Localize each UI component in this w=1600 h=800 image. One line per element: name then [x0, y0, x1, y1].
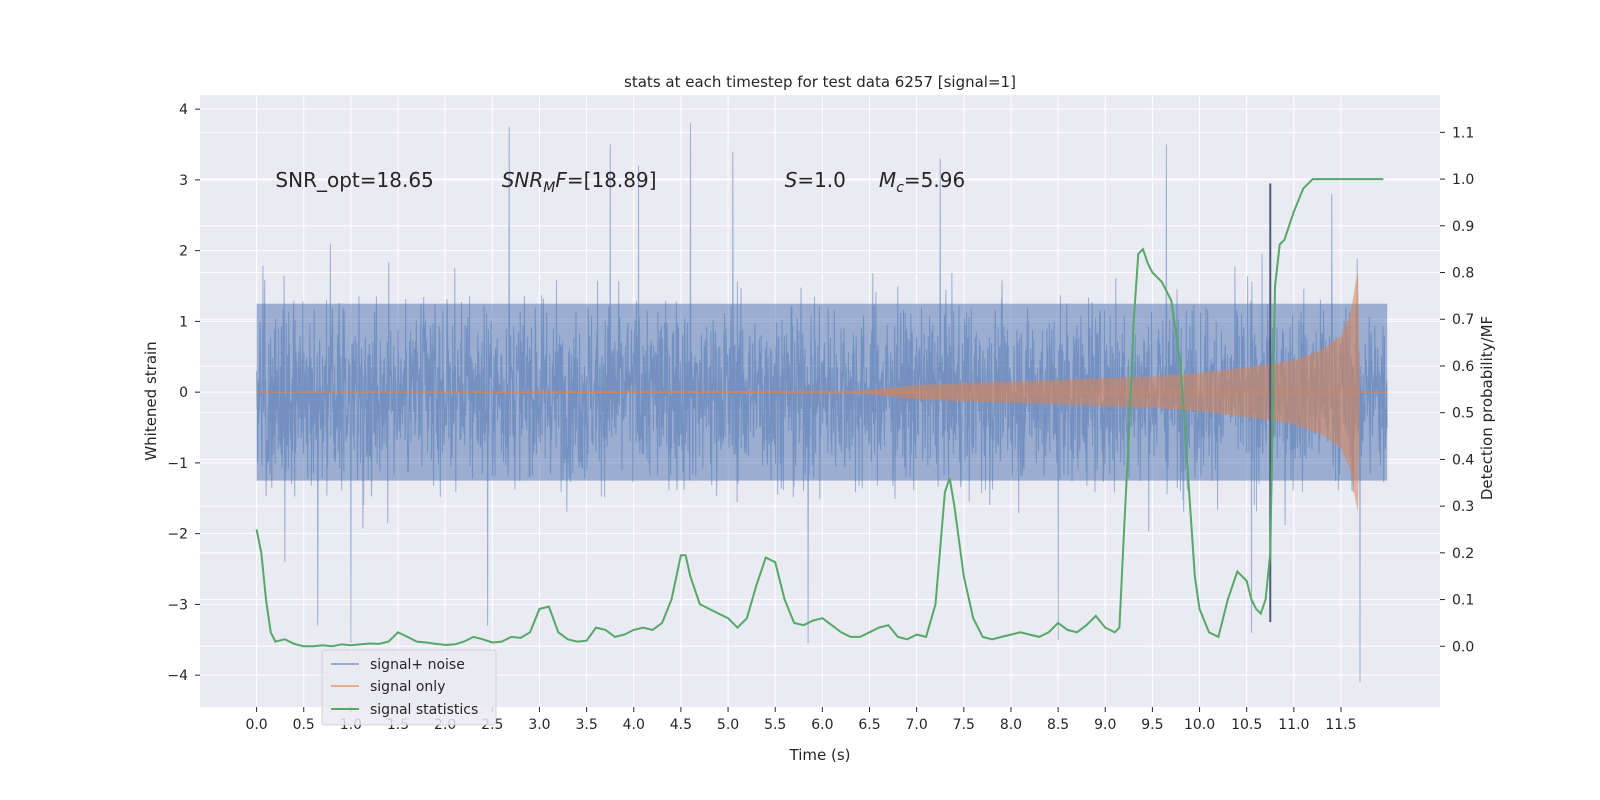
- x-axis-label: Time (s): [789, 746, 851, 764]
- legend: signal+ noise signal only signal statist…: [321, 649, 497, 726]
- y2-tick-label-11: 1.1: [1452, 125, 1474, 141]
- annotations: SNR_opt=18.65 SNRMF=[18.89] S=1.0 Mc=5.96: [275, 168, 965, 196]
- y-tick-label-1: −3: [167, 597, 188, 613]
- x-tick-label-15: 7.5: [953, 717, 975, 733]
- signal-statistics-line: [255, 178, 1384, 648]
- y2-tick-label-0: 0.0: [1452, 639, 1474, 655]
- y-tick-label-8: 4: [179, 102, 188, 118]
- signal-statistics-series: [255, 178, 1384, 648]
- y2-tick-label-5: 0.5: [1452, 406, 1474, 422]
- y-tick-label-0: −4: [167, 668, 188, 684]
- y-tick-label-2: −2: [167, 527, 188, 543]
- legend-label-noise: signal+ noise: [370, 657, 465, 673]
- x-tick-label-12: 6.0: [811, 717, 833, 733]
- x-tick-label-0: 0.0: [245, 717, 267, 733]
- legend-label-signal: signal only: [370, 679, 445, 695]
- legend-box: [321, 649, 497, 726]
- annotation-1: SNRMF=[18.89]: [502, 168, 657, 196]
- annotation-0: SNR_opt=18.65: [275, 168, 433, 192]
- y-axis-label: Whitened strain: [142, 341, 160, 460]
- y-axis-ticks: −4 −3 −2 −1 0 1 2 3 4: [167, 102, 200, 684]
- y-tick-label-6: 2: [179, 244, 188, 260]
- x-tick-label-16: 8.0: [1000, 717, 1022, 733]
- x-tick-label-13: 6.5: [858, 717, 880, 733]
- x-tick-label-7: 3.5: [575, 717, 597, 733]
- right-y-axis-label: Detection probability/MF: [1478, 316, 1496, 500]
- x-tick-label-21: 10.5: [1231, 717, 1262, 733]
- legend-label-stats: signal statistics: [370, 702, 478, 718]
- y-tick-label-7: 3: [179, 173, 188, 189]
- y-tick-label-3: −1: [167, 456, 188, 472]
- y2-tick-label-9: 0.9: [1452, 219, 1474, 235]
- signal-only-series: [256, 271, 1388, 513]
- x-tick-label-23: 11.5: [1325, 717, 1356, 733]
- x-tick-label-11: 5.5: [764, 717, 786, 733]
- y-tick-label-4: 0: [179, 385, 188, 401]
- x-tick-label-19: 9.5: [1141, 717, 1163, 733]
- y2-tick-label-3: 0.3: [1452, 499, 1474, 515]
- x-tick-label-1: 0.5: [293, 717, 315, 733]
- x-tick-label-9: 4.5: [670, 717, 692, 733]
- x-tick-label-8: 4.0: [623, 717, 645, 733]
- x-tick-label-20: 10.0: [1184, 717, 1215, 733]
- x-tick-label-17: 8.5: [1047, 717, 1069, 733]
- annotation-2: S=1.0: [785, 168, 846, 192]
- y2-tick-label-1: 0.1: [1452, 593, 1474, 609]
- x-tick-label-14: 7.0: [906, 717, 928, 733]
- y2-tick-label-8: 0.8: [1452, 266, 1474, 282]
- y-tick-label-5: 1: [179, 314, 188, 330]
- y2-tick-label-10: 1.0: [1452, 172, 1474, 188]
- right-y-axis-ticks: 0.0 0.1 0.2 0.3 0.4 0.5 0.6 0.7 0.8 0.9 1.0 1.1: [1440, 125, 1474, 655]
- x-tick-label-22: 11.0: [1278, 717, 1309, 733]
- x-tick-label-18: 9.0: [1094, 717, 1116, 733]
- y2-tick-label-4: 0.4: [1452, 452, 1474, 468]
- annotation-3: Mc=5.96: [879, 168, 965, 196]
- y2-tick-label-7: 0.7: [1452, 312, 1474, 328]
- y2-tick-label-2: 0.2: [1452, 546, 1474, 562]
- y2-tick-label-6: 0.6: [1452, 359, 1474, 375]
- x-tick-label-10: 5.0: [717, 717, 739, 733]
- x-tick-label-6: 3.0: [528, 717, 550, 733]
- chart-title: stats at each timestep for test data 625…: [624, 73, 1016, 91]
